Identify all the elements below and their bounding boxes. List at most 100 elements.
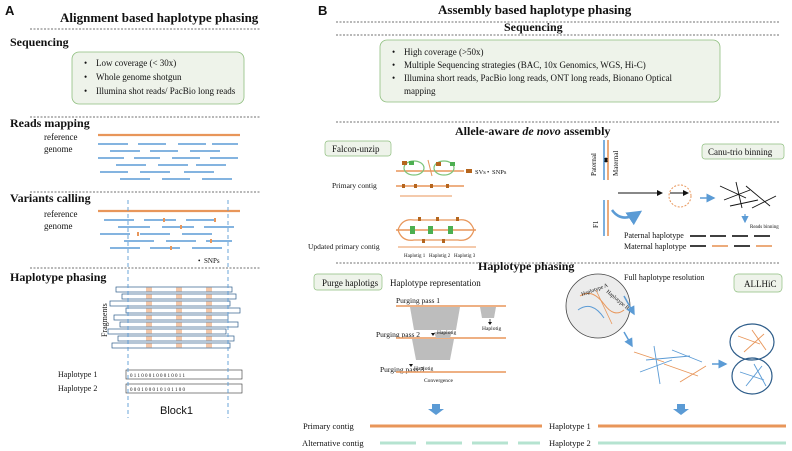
fragment-row bbox=[125, 307, 241, 314]
fragment-allele-cell bbox=[206, 322, 212, 327]
purging-haplotig-3: Haplotig bbox=[414, 366, 433, 372]
fragment-allele-cell bbox=[146, 329, 152, 334]
fragment-row bbox=[117, 335, 235, 342]
b-haplotype-phasing-heading: Haplotype phasing bbox=[478, 259, 574, 273]
b-sequencing-heading: Sequencing bbox=[504, 20, 563, 34]
a-seq-bullet-3: Illumina shot reads/ PacBio long reads bbox=[96, 86, 236, 96]
fragment-allele-cell bbox=[146, 301, 152, 306]
falcon-svs-legend: SVs bbox=[475, 169, 486, 176]
a-mapped-reads bbox=[98, 143, 238, 180]
output-haplotype-2-label: Haplotype 2 bbox=[549, 438, 591, 448]
purging-pass-1-label: Purging pass 1 bbox=[396, 296, 440, 305]
falcon-snps-legend: SNPs bbox=[492, 169, 507, 176]
svg-text:•: • bbox=[84, 58, 87, 68]
a-ref-label-2: genome bbox=[44, 144, 73, 154]
reads-binning-label: Reads binning bbox=[750, 225, 779, 230]
b-assembly-heading: Allele-aware de novo assembly bbox=[455, 124, 610, 138]
maternal-haplotype-label: Maternal haplotype bbox=[624, 242, 687, 251]
fragment-allele-cell bbox=[146, 336, 152, 341]
a-snps-legend: SNPs bbox=[204, 257, 220, 265]
a-block-label: Block1 bbox=[160, 405, 193, 417]
falcon-primary-contig-label: Primary contig bbox=[332, 181, 377, 190]
svg-text:•: • bbox=[487, 169, 489, 176]
panel-b-title: Assembly based haplotype phasing bbox=[438, 2, 632, 17]
svg-text:•: • bbox=[392, 73, 395, 83]
canu-paternal-label: Paternal bbox=[590, 153, 598, 176]
a-variants-calling-heading: Variants calling bbox=[10, 191, 91, 205]
a-sequencing-heading: Sequencing bbox=[10, 35, 69, 49]
svg-text:•: • bbox=[84, 86, 87, 96]
haplotig-1-label: Haplotig 1 bbox=[404, 254, 426, 259]
a-vc-ref-label-2: genome bbox=[44, 221, 73, 231]
a-hap2-box bbox=[125, 383, 243, 394]
fragment-row bbox=[115, 286, 233, 293]
a-hap2-label: Haplotype 2 bbox=[58, 384, 97, 393]
purge-output-arrow bbox=[428, 404, 444, 415]
fragment-allele-cell bbox=[146, 315, 152, 320]
a-reads-mapping-heading: Reads mapping bbox=[10, 116, 90, 130]
haplotype-representation-label: Haplotype representation bbox=[390, 278, 481, 288]
panel-b-letter: B bbox=[318, 3, 327, 18]
falcon-updated-primary-label: Updated primary contig bbox=[308, 242, 380, 251]
fragment-row bbox=[111, 342, 231, 349]
fragment-allele-cell bbox=[146, 308, 152, 313]
a-hap1-box bbox=[125, 369, 243, 380]
fragment-allele-cell bbox=[206, 315, 212, 320]
a-sequencing-bullets: • Low coverage (< 30x) • Whole genome sh… bbox=[84, 58, 236, 96]
fragment-allele-cell bbox=[176, 322, 182, 327]
panel-a-title: Alignment based haplotype phasing bbox=[60, 10, 259, 25]
a-sequencing-box bbox=[71, 51, 245, 105]
fragment-allele-cell bbox=[176, 315, 182, 320]
allhic-label: ALLHiC bbox=[744, 279, 777, 289]
fragment-row bbox=[109, 300, 231, 307]
falcon-unzip-label: Falcon-unzip bbox=[332, 144, 380, 154]
b-seq-bullet-3-cont: mapping bbox=[404, 86, 436, 96]
b-seq-bullet-1: High coverage (>50x) bbox=[404, 47, 484, 57]
panel-a-letter: A bbox=[5, 3, 15, 18]
purging-haplotig-1: Haplotig bbox=[482, 326, 501, 332]
svg-text:•: • bbox=[84, 72, 87, 82]
a-haplotype-phasing-heading: Haplotype phasing bbox=[10, 270, 106, 284]
fragment-allele-cell bbox=[206, 308, 212, 313]
falcon-bubble-diagram: SVs • SNPs bbox=[396, 159, 507, 248]
canu-trio-box bbox=[701, 143, 785, 160]
haplotig-3-label: Haplotig 3 bbox=[454, 254, 476, 259]
paternal-haplotype-label: Paternal haplotype bbox=[624, 231, 684, 240]
panel-a: A Alignment based haplotype phasing Sequ… bbox=[5, 3, 260, 418]
fragment-allele-cell bbox=[176, 287, 182, 292]
purging-diagram: Purging pass 1 Haplotig Purging pass 2 H… bbox=[376, 296, 506, 384]
fragment-allele-cell bbox=[146, 322, 152, 327]
fragment-row bbox=[113, 314, 229, 321]
a-ref-label-1: reference bbox=[44, 132, 77, 142]
b-seq-bullet-3: Illumina short reads, PacBio long reads,… bbox=[404, 73, 673, 83]
a-fragment-rows bbox=[107, 286, 241, 349]
svg-text:•: • bbox=[392, 47, 395, 57]
output-haplotype-1-label: Haplotype 1 bbox=[549, 421, 591, 431]
canu-trio-label: Canu-trio binning bbox=[708, 147, 773, 157]
purging-pass-2-label: Purging pass 2 bbox=[376, 330, 420, 339]
a-seq-bullet-1: Low coverage (< 30x) bbox=[96, 58, 176, 68]
purging-haplotig-2: Haplotig bbox=[437, 330, 456, 336]
a-hap1-bits: 0 1 1 0 0 0 1 0 0 0 1 0 0 1 1 bbox=[130, 374, 186, 379]
allhic-output-arrow bbox=[673, 404, 689, 415]
fragment-allele-cell bbox=[176, 308, 182, 313]
fragment-allele-cell bbox=[176, 294, 182, 299]
haplotig-2-label: Haplotig 2 bbox=[429, 254, 451, 259]
a-snp-marks bbox=[137, 218, 216, 250]
fragment-allele-cell bbox=[206, 301, 212, 306]
fragment-row bbox=[107, 328, 227, 335]
convergence-label: Convergence bbox=[424, 378, 453, 384]
fragment-allele-cell bbox=[176, 329, 182, 334]
allhic-diagram: Haplotype A Haplotype B bbox=[565, 273, 775, 395]
a-hap2-bits: 0 0 0 1 0 0 0 1 0 1 0 1 1 0 0 bbox=[130, 388, 186, 393]
fragment-allele-cell bbox=[206, 287, 212, 292]
fragment-allele-cell bbox=[206, 336, 212, 341]
b-sequencing-box bbox=[379, 39, 721, 103]
a-vc-reads bbox=[100, 219, 234, 249]
canu-f1-label: F1 bbox=[592, 220, 600, 228]
panel-b: B Assembly based haplotype phasing Seque… bbox=[302, 2, 786, 448]
a-vc-ref-label-1: reference bbox=[44, 209, 77, 219]
fragment-allele-cell bbox=[206, 343, 212, 348]
output-primary-contig-label: Primary contig bbox=[303, 421, 355, 431]
